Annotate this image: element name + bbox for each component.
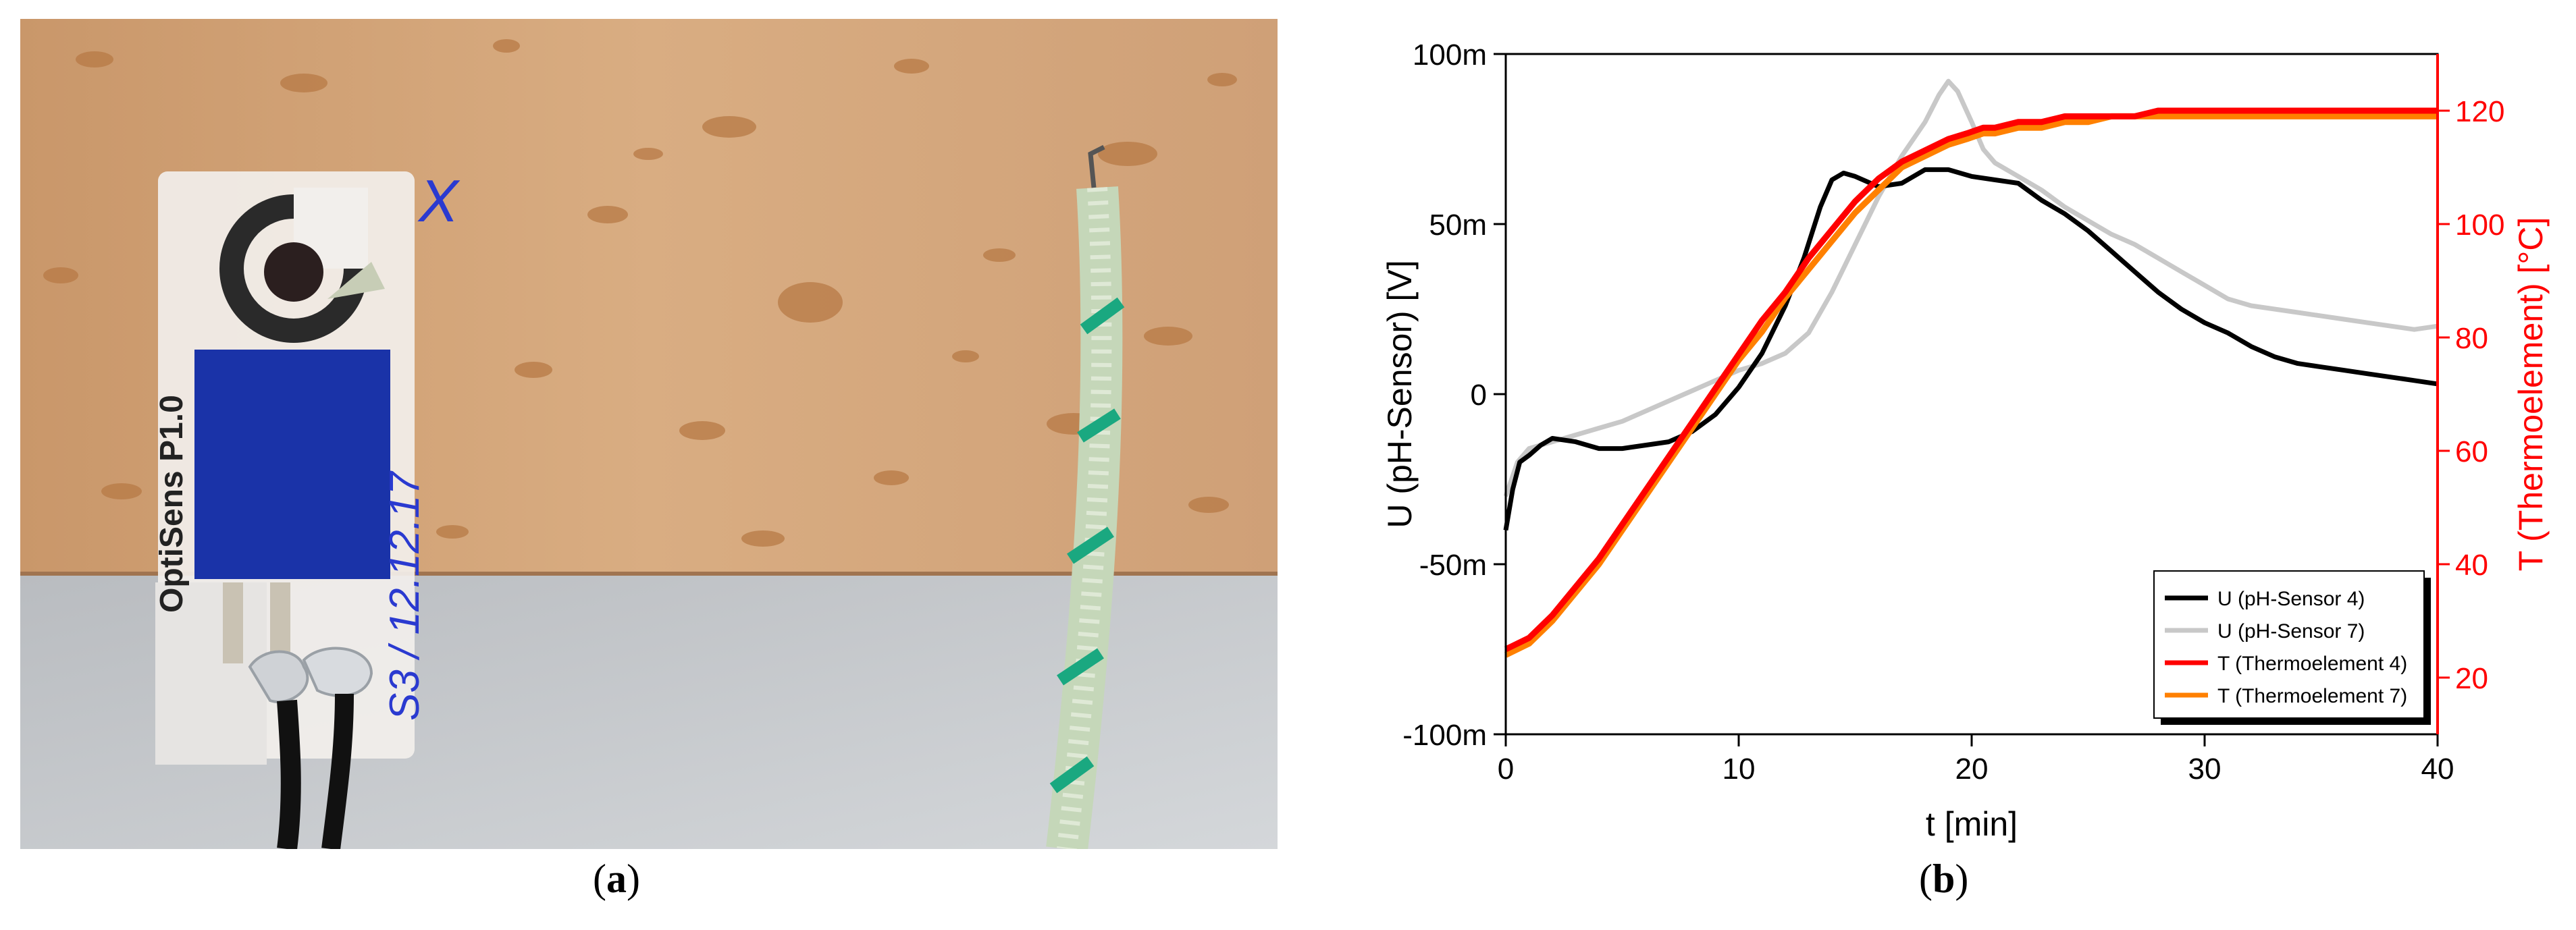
y2-tick-label: 60 — [2455, 435, 2488, 468]
y-axis-right-label: T (Thermoelement) [°C] — [2512, 217, 2550, 572]
y-tick-label: -100m — [1402, 719, 1487, 752]
y-tick-label: -50m — [1419, 549, 1487, 582]
series-line-4 — [1504, 113, 2438, 658]
y-axis-left: -100m -50m 0 50m 100m — [1402, 38, 1506, 752]
handwritten-label: S3 / 12.12.17 — [382, 470, 428, 721]
sensor-photo-image: OptiSens P1.0 S3 / 12.12.17 X — [20, 19, 1278, 852]
x-tick-label: 20 — [1955, 753, 1989, 786]
series-line-2 — [1503, 78, 2438, 497]
x-axis: 0 10 20 30 40 — [1498, 734, 2454, 786]
x-axis-label: t [min] — [1926, 805, 2018, 843]
legend-label: U (pH-Sensor 7) — [2217, 620, 2365, 642]
x-tick-label: 40 — [2421, 753, 2454, 786]
legend: U (pH-Sensor 4) U (pH-Sensor 7) T (Thermoe… — [2153, 570, 2431, 725]
y-tick-label: 100m — [1413, 38, 1487, 72]
caption-b: (b) — [1919, 856, 1969, 901]
sensor-photo: OptiSens P1.0 S3 / 12.12.17 X — [20, 19, 1278, 852]
series-line-1 — [1503, 167, 2438, 531]
sensor-chip: OptiSens P1.0 S3 / 12.12.17 X — [154, 167, 461, 850]
y-tick-label: 0 — [1471, 379, 1487, 412]
y2-tick-label: 80 — [2455, 322, 2488, 355]
handwritten-mark: X — [417, 167, 461, 234]
legend-label: T (Thermoelement 4) — [2217, 653, 2407, 675]
line-chart: 0 10 20 30 40 -100m -50m 0 50m 100m 20 40 60 80 100 1… — [1381, 38, 2550, 843]
y2-tick-label: 20 — [2455, 662, 2488, 695]
y-tick-label: 50m — [1429, 209, 1487, 242]
y-axis-left-label: U (pH-Sensor) [V] — [1381, 260, 1419, 528]
y2-tick-label: 120 — [2455, 95, 2504, 128]
series-line-3 — [1504, 107, 2438, 653]
legend-label: T (Thermoelement 7) — [2217, 685, 2407, 707]
series-layer — [1503, 78, 2438, 658]
caption-a-letter: a — [606, 856, 627, 901]
legend-label: U (pH-Sensor 4) — [2217, 588, 2365, 610]
y2-tick-label: 100 — [2455, 209, 2504, 242]
caption-b-letter: b — [1932, 856, 1955, 901]
x-tick-label: 30 — [2188, 753, 2222, 786]
chart-panel: 0 10 20 30 40 -100m -50m 0 50m 100m 20 40 60 80 100 1… — [1371, 19, 2576, 856]
sensor-label: OptiSens P1.0 — [154, 395, 190, 613]
y2-tick-label: 40 — [2455, 549, 2488, 582]
thermocouple — [1046, 144, 1125, 852]
y-axis-right: 20 40 60 80 100 120 — [2438, 95, 2504, 695]
x-tick-label: 10 — [1723, 753, 1756, 786]
x-tick-label: 0 — [1498, 753, 1514, 786]
caption-a: (a) — [593, 856, 640, 901]
